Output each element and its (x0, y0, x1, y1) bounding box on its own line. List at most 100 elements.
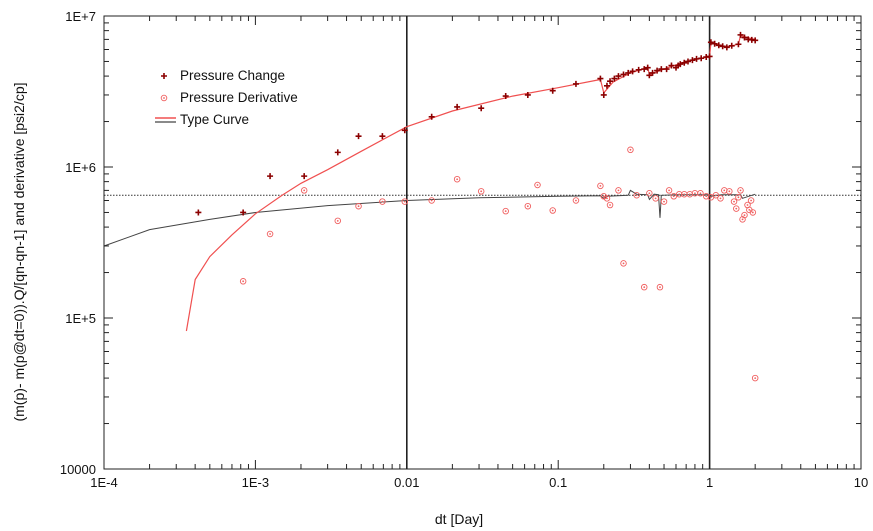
type-curve-derivative-line (103, 189, 756, 247)
pressure-change-point (572, 80, 579, 87)
pressure-change-point (752, 37, 759, 44)
derivative-point (670, 193, 678, 200)
derivative-point-dot (643, 286, 646, 289)
derivative-point-ring (733, 205, 740, 212)
pressure-change-point (737, 31, 744, 38)
x-axis-label: dt [Day] (435, 511, 483, 527)
derivative-point-ring (739, 216, 746, 223)
derivative-point-ring (549, 207, 556, 214)
pressure-change-point (401, 127, 408, 134)
derivative-point (379, 198, 386, 205)
derivative-point-dot (733, 200, 735, 203)
derivative-point (401, 198, 409, 205)
derivative-point (603, 195, 611, 202)
derivative-point-dot (705, 195, 708, 198)
derivative-point-dot (723, 189, 726, 192)
derivative-point-dot (735, 207, 738, 210)
pressure-change-point (715, 42, 722, 49)
plot-area (104, 16, 861, 469)
pressure-change-point (707, 39, 714, 46)
derivative-point-dot (710, 196, 712, 199)
derivative-point-ring (502, 207, 509, 215)
derivative-point-ring (656, 283, 664, 291)
derivative-point (660, 198, 668, 205)
derivative-point (665, 187, 673, 194)
derivative-point-dot (683, 193, 686, 196)
derivative-point-dot (688, 193, 691, 196)
pressure-change-point (646, 72, 653, 79)
pressure-change-point (379, 133, 386, 140)
derivative-point (239, 278, 247, 285)
derivative-point-ring (712, 192, 720, 199)
derivative-point-ring (477, 188, 485, 195)
pressure-change-point (728, 42, 735, 49)
derivative-point-dot (714, 194, 717, 197)
derivative-point-dot (741, 218, 744, 221)
derivative-point-dot (694, 192, 696, 195)
derivative-point (606, 201, 614, 209)
x-tick-label: 0.1 (549, 475, 567, 490)
derivative-point-ring (717, 195, 724, 202)
derivative-point (266, 230, 274, 238)
x-tick-label: 10 (854, 475, 868, 490)
pressure-change-point (649, 69, 656, 76)
derivative-point-dot (629, 148, 632, 151)
derivative-point-dot (269, 233, 271, 235)
derivative-point-dot (699, 192, 702, 195)
pressure-change-point (607, 78, 614, 85)
derivative-point (656, 283, 664, 291)
derivative-point-dot (748, 208, 751, 211)
pressure-change-point (549, 87, 556, 94)
pressure-change-point (719, 43, 726, 50)
derivative-point-ring (660, 198, 668, 205)
derivative-point-ring (401, 198, 409, 205)
derivative-point (735, 194, 742, 201)
pressure-change-point (603, 82, 610, 89)
derivative-point-dot (746, 204, 749, 206)
pressure-change-point (654, 67, 661, 74)
derivative-point (615, 187, 622, 194)
pressure-change-point (625, 69, 632, 76)
pressure-change-point (663, 66, 670, 73)
y-tick-label: 1E+5 (65, 311, 96, 326)
derivative-point (640, 283, 648, 291)
derivative-point-ring (428, 197, 435, 204)
pressure-change-point (644, 64, 651, 71)
derivative-point-dot (728, 190, 731, 193)
legend-marker-derivative-dot (163, 97, 165, 99)
derivative-point-ring (572, 197, 580, 204)
legend-marker-pressure-change (161, 73, 167, 79)
derivative-point-ring (600, 193, 608, 200)
derivative-point (597, 182, 604, 190)
derivative-point (717, 195, 724, 202)
derivative-point-ring (239, 278, 247, 285)
legend-label-pressure-derivative: Pressure Derivative (180, 90, 298, 105)
derivative-point (428, 197, 435, 204)
pressure-change-point (741, 34, 748, 41)
pressure-change-point (635, 66, 642, 73)
derivative-point (300, 187, 308, 194)
derivative-point (702, 193, 710, 200)
pressure-change-point (478, 105, 485, 112)
x-tick-label: 1E-3 (242, 475, 269, 490)
pressure-change-point (195, 209, 202, 216)
derivative-point (453, 175, 461, 183)
derivative-point-ring (633, 192, 640, 199)
derivative-point-dot (303, 189, 306, 192)
derivative-point-dot (659, 286, 661, 289)
derivative-point-ring (749, 209, 757, 216)
derivative-point (633, 192, 640, 199)
series-layer (103, 31, 759, 382)
derivative-point (741, 211, 748, 219)
pressure-change-point (597, 75, 604, 82)
legend: Pressure Change Pressure Derivative Type… (155, 68, 298, 127)
derivative-point-dot (575, 199, 577, 202)
derivative-point-dot (739, 189, 742, 192)
pressure-change-point (524, 91, 531, 98)
pressure-change-point (611, 75, 618, 82)
derivative-point-ring (627, 146, 634, 154)
derivative-point-ring (300, 187, 308, 194)
pressure-change-point (355, 133, 362, 140)
pressure-change-point (723, 44, 730, 51)
